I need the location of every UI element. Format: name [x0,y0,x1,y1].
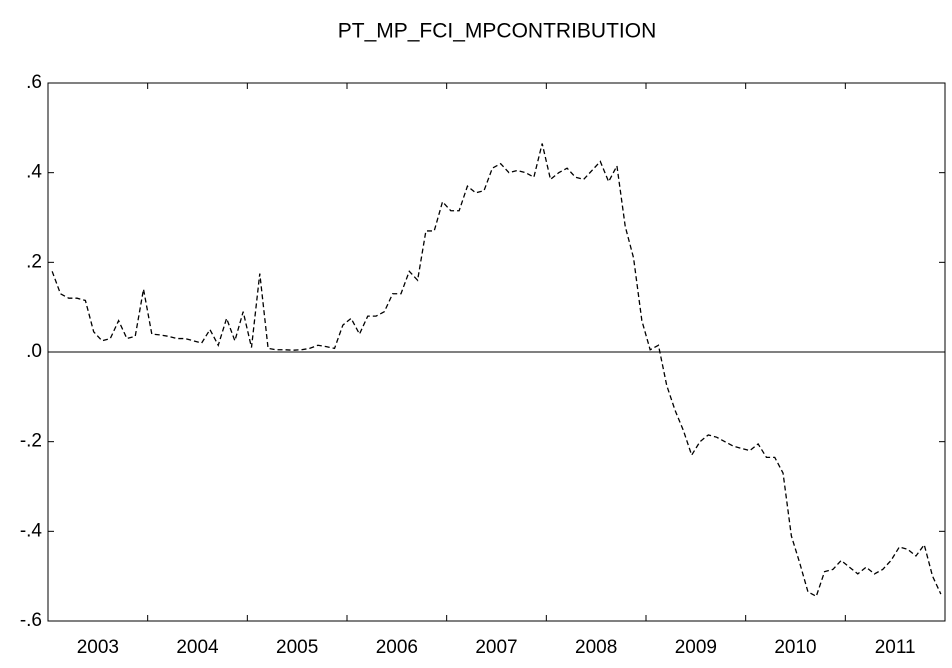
y-tick-label: .2 [26,251,42,272]
chart-title: PT_MP_FCI_MPCONTRIBUTION [338,20,657,43]
y-tick-label: .4 [26,162,42,183]
y-tick-label: .0 [26,341,42,362]
y-tick-label: -.2 [20,431,42,452]
y-tick-label: -.4 [20,520,43,541]
x-tick-label: 2008 [575,637,617,658]
x-tick-label: 2009 [675,637,717,658]
x-tick-label: 2007 [475,637,517,658]
x-tick-label: 2010 [774,637,816,658]
y-tick-label: .6 [26,72,42,93]
x-tick-label: 2004 [176,637,219,658]
data-line [51,143,942,598]
x-tick-label: 2011 [875,637,916,658]
x-tick-label: 2003 [77,637,119,658]
x-tick-label: 2006 [376,637,418,658]
x-tick-label: 2005 [276,637,318,658]
y-tick-label: -.6 [20,610,42,631]
